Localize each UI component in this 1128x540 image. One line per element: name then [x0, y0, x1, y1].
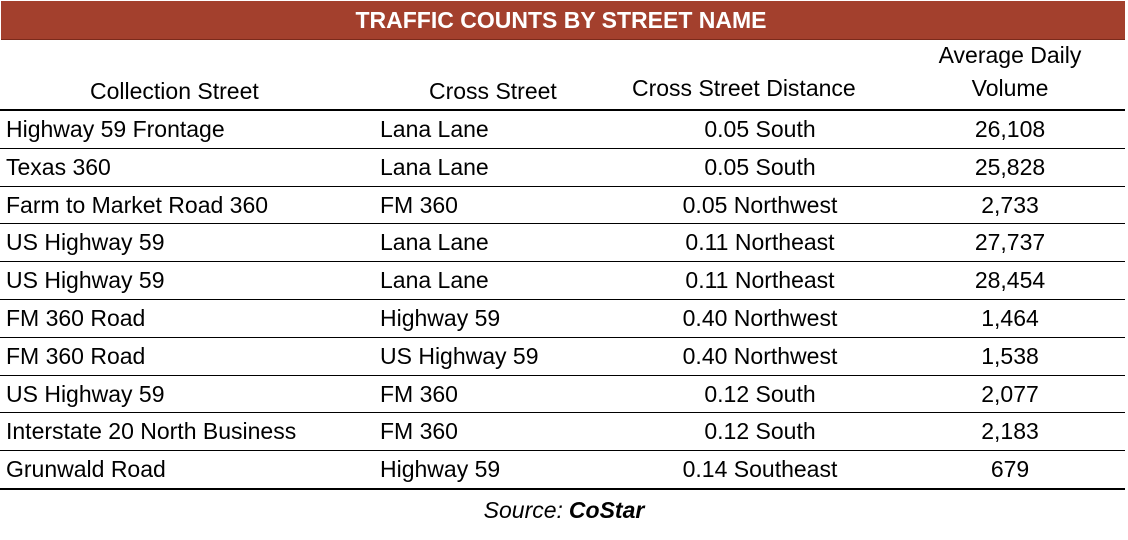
table-row: US Highway 59 Lana Lane 0.11 Northeast 27,7…	[0, 224, 1125, 263]
cell-average-daily-volume: 2,077	[981, 380, 1039, 407]
cell-average-daily-volume: 28,454	[974, 267, 1046, 294]
cell-average-daily-volume: 679	[990, 456, 1030, 483]
cell-average-daily-volume: 1,538	[981, 342, 1039, 369]
cell-cross-street-distance: 0.14 Southeast	[682, 456, 838, 483]
cell-cross-street-distance: 0.40 Northwest	[682, 304, 838, 331]
table-row: Interstate 20 North Business FM 360 0.12 S…	[0, 413, 1125, 452]
source-label: Source:	[483, 497, 563, 523]
header-average-daily-volume-line2: Volume	[971, 75, 1049, 101]
cell-cross-street: Lana Lane	[380, 229, 489, 256]
cell-cross-street: Lana Lane	[380, 153, 489, 180]
cell-average-daily-volume: 27,737	[974, 229, 1046, 256]
cell-average-daily-volume: 2,733	[981, 191, 1039, 218]
header-collection-street: Collection Street	[90, 78, 259, 104]
cell-average-daily-volume: 26,108	[974, 116, 1046, 142]
table-row: US Highway 59 FM 360 0.12 South 2,077	[0, 376, 1125, 414]
cell-cross-street: FM 360	[380, 191, 458, 218]
cell-cross-street: Lana Lane	[380, 116, 489, 142]
table-row: FM 360 Road US Highway 59 0.40 Northwest 1,…	[0, 338, 1125, 376]
cell-cross-street: Highway 59	[380, 304, 501, 331]
header-cross-street: Cross Street	[429, 78, 557, 104]
cell-average-daily-volume: 1,464	[981, 304, 1039, 331]
header-average-daily-volume-line1: Average Daily	[938, 42, 1082, 68]
source-brand: CoStar	[568, 497, 645, 523]
cell-cross-street: Highway 59	[380, 456, 501, 483]
cell-cross-street-distance: 0.05 South	[704, 153, 816, 180]
cell-cross-street-distance: 0.05 Northwest	[682, 191, 838, 218]
cell-collection-street: Farm to Market Road 360	[6, 191, 269, 218]
cell-cross-street: FM 360	[380, 380, 458, 407]
table-row: Texas 360 Lana Lane 0.05 South 25,828	[0, 149, 1125, 187]
cell-cross-street: US Highway 59	[380, 342, 539, 369]
cell-collection-street: Texas 360	[6, 153, 111, 180]
cell-cross-street-distance: 0.12 South	[704, 380, 816, 407]
cell-collection-street: FM 360 Road	[6, 304, 146, 331]
table-title: TRAFFIC COUNTS BY STREET NAME	[355, 6, 767, 33]
cell-cross-street-distance: 0.11 Northeast	[685, 229, 835, 256]
cell-collection-street: FM 360 Road	[6, 342, 146, 369]
cell-average-daily-volume: 25,828	[974, 153, 1046, 180]
cell-cross-street-distance: 0.12 South	[704, 418, 816, 445]
table-row: Highway 59 Frontage Lana Lane 0.05 South 26…	[0, 111, 1125, 149]
cell-collection-street: Interstate 20 North Business	[6, 418, 297, 445]
cell-average-daily-volume: 2,183	[981, 418, 1039, 445]
table-row: Farm to Market Road 360 FM 360 0.05 Northw…	[0, 187, 1125, 225]
cell-cross-street-distance: 0.05 South	[704, 116, 816, 142]
cell-collection-street: Highway 59 Frontage	[6, 116, 225, 142]
table-row: FM 360 Road Highway 59 0.40 Northwest 1,464	[0, 300, 1125, 338]
cell-cross-street-distance: 0.40 Northwest	[682, 342, 838, 369]
table-bottom-rule	[0, 488, 1125, 490]
cell-cross-street-distance: 0.11 Northeast	[685, 267, 835, 294]
header-divider	[0, 109, 1125, 111]
table-body: Highway 59 Frontage Lana Lane 0.05 South 26…	[0, 111, 1125, 489]
cell-collection-street: US Highway 59	[6, 380, 165, 407]
header-cross-street-distance: Cross Street Distance	[632, 75, 856, 101]
cell-collection-street: US Highway 59	[6, 267, 165, 294]
cell-collection-street: Grunwald Road	[6, 456, 166, 483]
table-row: Grunwald Road Highway 59 0.14 Southeast 679	[0, 451, 1125, 489]
cell-cross-street: FM 360	[380, 418, 458, 445]
source-note: Source: CoStar	[0, 494, 1128, 526]
table-row: US Highway 59 Lana Lane 0.11 Northeast 28,4…	[0, 262, 1125, 300]
cell-collection-street: US Highway 59	[6, 229, 165, 256]
cell-cross-street: Lana Lane	[380, 267, 489, 294]
title-bar: TRAFFIC COUNTS BY STREET NAME	[1, 1, 1125, 40]
